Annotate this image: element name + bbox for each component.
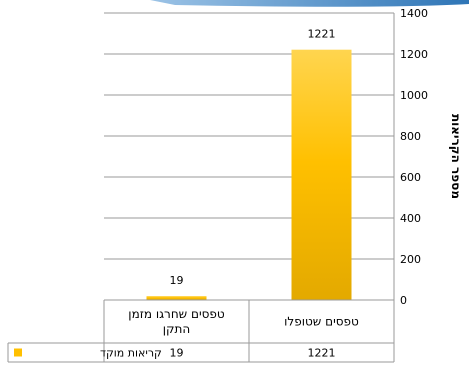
- y-tick-label: 1400: [400, 7, 428, 20]
- y-tick-label: 1000: [400, 89, 428, 102]
- legend-label: קריאות מוקד: [100, 347, 162, 360]
- top-accent-stripe: [150, 0, 469, 7]
- data-labels: 1221 19: [170, 28, 336, 287]
- bar: [146, 296, 207, 300]
- y-tick-label: 200: [400, 253, 421, 266]
- bars: [146, 49, 352, 300]
- data-label: 19: [170, 274, 184, 287]
- bar: [291, 49, 352, 300]
- table-value: 1221: [308, 347, 336, 360]
- y-tick-label: 1200: [400, 48, 428, 61]
- legend-swatch: [14, 348, 22, 357]
- y-tick-label: 400: [400, 212, 421, 225]
- gridlines: [104, 12, 394, 301]
- x-category-label: טפסים שטופלו: [284, 315, 359, 329]
- y-tick-label: 0: [400, 294, 407, 307]
- y-tick-label: 800: [400, 130, 421, 143]
- y-tick-label: 600: [400, 171, 421, 184]
- x-category-label: טפסים שחרגו מזמן התקן: [128, 307, 225, 336]
- y-axis-title: מספר הקריאות: [449, 114, 463, 199]
- table-value: 19: [170, 347, 184, 360]
- y-axis: 0 200 400 600 800 1000 1200 1400: [393, 7, 428, 307]
- data-label: 1221: [308, 28, 336, 41]
- data-table: טפסים שטופלו 1221 טפסים שחרגו מזמן התקן 19 קר…: [7, 299, 395, 363]
